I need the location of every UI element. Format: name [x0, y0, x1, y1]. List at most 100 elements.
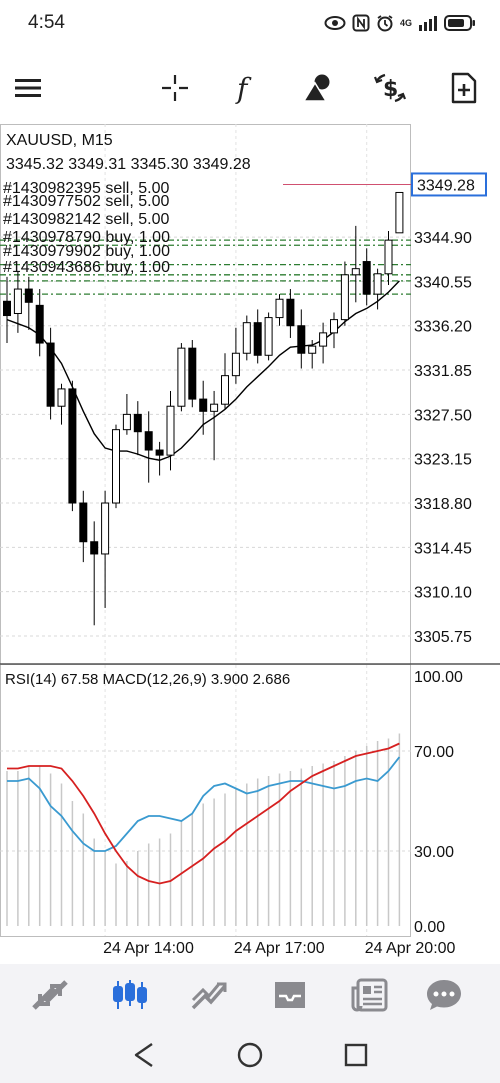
candle-bull: [308, 345, 317, 354]
back-button[interactable]: [127, 1040, 161, 1070]
order-label: #1430979902 buy, 1.00: [3, 243, 170, 260]
time-tick-label: 24 Apr 17:00: [234, 940, 325, 957]
news-icon: [351, 978, 388, 1012]
price-tick-label: 3323.15: [414, 452, 472, 469]
price-tick-label: 3318.80: [414, 496, 472, 513]
candle-bull: [395, 191, 404, 234]
candle-bull: [384, 239, 393, 275]
recents-icon: [344, 1043, 368, 1067]
candle-bull: [57, 388, 66, 407]
new-order-button[interactable]: [444, 68, 484, 108]
candle-bull: [319, 332, 328, 347]
price-tick-label: 3314.45: [414, 540, 472, 557]
nav-trade[interactable]: [188, 976, 232, 1014]
indicator-tick-label: 30.00: [414, 844, 454, 861]
candle-bull: [101, 502, 110, 555]
candle-bear: [79, 502, 88, 543]
price-axis: 3344.90 3340.55 3336.20 3331.85 3327.50 3323.…: [414, 230, 472, 646]
menu-button[interactable]: [8, 68, 48, 108]
price-tick-label: 3305.75: [414, 629, 472, 646]
candle-bear: [46, 342, 55, 407]
indicator-axis: 100.00 70.00 30.00 0.00: [414, 669, 463, 936]
current-price: 3349.28: [417, 177, 475, 194]
price-tick-label: 3344.90: [414, 230, 472, 247]
svg-text:$: $: [383, 77, 398, 102]
bottom-navigation: [0, 964, 500, 1026]
nav-news[interactable]: [348, 976, 392, 1014]
candle-bear: [35, 304, 44, 344]
chart-icon: [113, 980, 147, 1009]
quotes-icon: [32, 980, 68, 1010]
objects-icon: [302, 74, 330, 102]
candle-bull: [210, 403, 219, 412]
indicator-label: RSI(14) 67.58 MACD(12,26,9) 3.900 2.686: [5, 671, 290, 688]
price-tick-label: 3336.20: [414, 319, 472, 336]
candle-bear: [133, 413, 142, 433]
indicators-button[interactable]: f: [226, 68, 266, 108]
candle-bull: [231, 352, 240, 377]
home-button[interactable]: [233, 1040, 267, 1070]
candle-bear: [362, 261, 371, 295]
current-price-tag: 3349.28: [283, 172, 487, 197]
candle-bear: [24, 288, 33, 303]
candle-bull: [122, 413, 131, 431]
eye-icon: [324, 16, 346, 30]
candle-bull: [221, 375, 229, 405]
battery-icon: [444, 15, 475, 31]
new-order-icon: [451, 72, 477, 104]
home-icon: [237, 1042, 263, 1068]
messages-icon: [427, 980, 461, 1010]
candle-bear: [144, 431, 153, 451]
price-chart[interactable]: 3344.90 3340.55 3336.20 3331.85 3327.50 3323.…: [0, 124, 500, 964]
menu-icon: [15, 79, 41, 97]
candle-bull: [373, 273, 382, 295]
signal-icon: [419, 16, 437, 31]
trade-icon: [191, 982, 227, 1010]
objects-button[interactable]: [298, 68, 338, 108]
candle-bull: [242, 322, 251, 354]
price-tick-label: 3310.10: [414, 585, 472, 602]
nav-chart[interactable]: [108, 976, 152, 1014]
candle-bull: [166, 405, 175, 456]
candle-bear: [155, 449, 164, 456]
alarm-icon: [377, 15, 393, 32]
time-tick-label: 24 Apr 20:00: [365, 940, 456, 957]
ohlc-label: 3345.32 3349.31 3345.30 3349.28: [6, 156, 251, 173]
price-tick-label: 3331.85: [414, 363, 472, 380]
candle-bull: [264, 317, 273, 356]
order-label: #1430982395 sell, 5.00: [3, 180, 169, 197]
status-bar: 4:54 4G: [0, 0, 500, 48]
candle-bull: [330, 319, 338, 334]
symbol-icon: $: [373, 73, 407, 103]
history-icon: [275, 982, 305, 1008]
chart-area[interactable]: 3344.90 3340.55 3336.20 3331.85 3327.50 3323.…: [0, 124, 500, 964]
recents-button[interactable]: [339, 1040, 373, 1070]
system-navigation: [0, 1026, 500, 1083]
candle-bear: [188, 347, 197, 400]
candle-bear: [297, 325, 306, 354]
back-icon: [134, 1043, 153, 1067]
status-icons: 4G: [324, 11, 476, 35]
indicator-tick-label: 0.00: [414, 919, 445, 936]
indicator-tick-label: 100.00: [414, 669, 463, 686]
status-time: 4:54: [28, 12, 65, 33]
rsi-line: [7, 756, 401, 852]
candles: [3, 191, 404, 626]
candle-bear: [286, 298, 295, 327]
order-label: #1430982142 sell, 5.00: [3, 211, 169, 228]
candle-bull: [177, 347, 186, 407]
network-type: 4G: [399, 18, 412, 28]
indicator-grid: [0, 665, 411, 936]
candle-bear: [90, 541, 99, 555]
crosshair-icon: [162, 75, 188, 101]
order-labels: #1430982395 sell, 5.00#1430977502 sell, …: [3, 180, 170, 276]
nav-messages[interactable]: [422, 976, 466, 1014]
candle-bear: [3, 300, 11, 317]
function-icon: f: [235, 72, 252, 104]
symbol-label: XAUUSD, M15: [6, 132, 113, 149]
symbol-button[interactable]: $: [370, 68, 410, 108]
crosshair-button[interactable]: [155, 68, 195, 108]
nav-quotes[interactable]: [28, 976, 72, 1014]
svg-text:f: f: [235, 72, 252, 104]
nav-history[interactable]: [268, 976, 312, 1014]
